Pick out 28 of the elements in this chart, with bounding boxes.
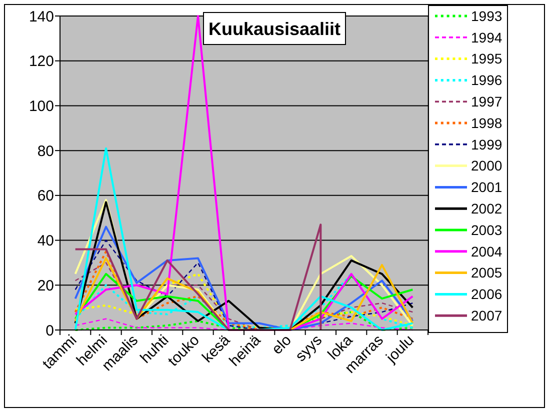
legend-label: 2007 (471, 308, 502, 324)
y-tick-label: 60 (37, 188, 54, 205)
y-tick-label: 40 (37, 232, 54, 250)
legend-label: 1994 (471, 29, 502, 46)
x-tick-label: elo (268, 332, 295, 358)
legend-label: 2001 (471, 179, 502, 196)
y-tick-label: 120 (28, 53, 54, 70)
legend-label: 2006 (471, 286, 502, 302)
legend-label: 2003 (471, 222, 502, 238)
chart-title: Kuukausisaaliit (208, 19, 341, 39)
y-tick-label: 140 (28, 8, 54, 26)
legend-label: 1995 (471, 50, 502, 67)
y-tick-label: 100 (28, 98, 54, 115)
y-tick-label: 20 (37, 277, 54, 294)
legend-label: 1997 (471, 94, 502, 110)
legend-label: 2000 (471, 158, 502, 174)
line-series (74, 15, 414, 331)
legend-label: 2002 (471, 200, 502, 216)
legend-label: 2004 (471, 243, 502, 260)
legend-label: 1996 (471, 72, 502, 88)
legend-label: 1998 (471, 114, 502, 131)
x-tick-label: syys (292, 332, 326, 366)
y-tick-label: 0 (46, 322, 54, 340)
legend-label: 1993 (471, 8, 502, 24)
y-tick-label: 80 (37, 142, 54, 160)
legend-label: 1999 (471, 136, 502, 152)
legend-label: 2005 (471, 264, 502, 281)
line-series (74, 147, 414, 331)
